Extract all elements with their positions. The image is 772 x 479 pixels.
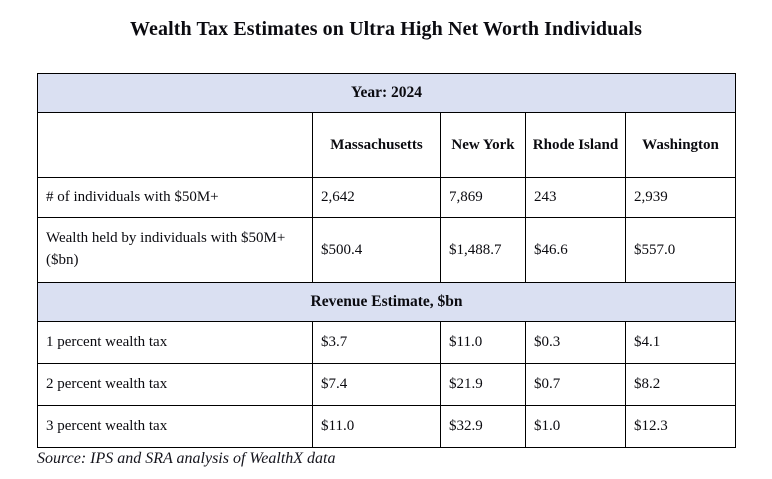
row-label-cell: # of individuals with $50M+ bbox=[37, 177, 313, 218]
row-label-cell: 2 percent wealth tax bbox=[37, 363, 313, 406]
value-cell: $21.9 bbox=[440, 363, 526, 406]
source-note: Source: IPS and SRA analysis of WealthX … bbox=[37, 450, 336, 467]
value-cell: 2,642 bbox=[312, 177, 441, 218]
table-row-individuals-count: # of individuals with $50M+ 2,642 7,869 … bbox=[37, 177, 737, 218]
table-row-wealth-held: Wealth held by individuals with $50M+ ($… bbox=[37, 217, 737, 283]
value-cell: $500.4 bbox=[312, 217, 441, 283]
revenue-band-row: Revenue Estimate, $bn bbox=[36, 282, 737, 322]
row-label-cell: 1 percent wealth tax bbox=[37, 321, 313, 364]
column-header-new-york: New York bbox=[440, 112, 526, 178]
value-cell: $1,488.7 bbox=[440, 217, 526, 283]
row-label-cell: 3 percent wealth tax bbox=[37, 405, 313, 448]
value-cell: 2,939 bbox=[624, 177, 737, 218]
empty-corner-cell bbox=[37, 112, 313, 178]
value-cell: $7.4 bbox=[312, 363, 441, 406]
value-cell: 243 bbox=[525, 177, 626, 218]
table-row-2-percent-tax: 2 percent wealth tax $7.4 $21.9 $0.7 $8.… bbox=[37, 363, 737, 406]
page-title: Wealth Tax Estimates on Ultra High Net W… bbox=[130, 18, 642, 40]
table-row-3-percent-tax: 3 percent wealth tax $11.0 $32.9 $1.0 $1… bbox=[37, 405, 737, 448]
value-cell: $46.6 bbox=[525, 217, 626, 283]
value-cell: $8.2 bbox=[624, 363, 737, 406]
value-cell: $11.0 bbox=[312, 405, 441, 448]
value-cell: $32.9 bbox=[440, 405, 526, 448]
table-row-1-percent-tax: 1 percent wealth tax $3.7 $11.0 $0.3 $4.… bbox=[37, 321, 737, 364]
column-header-rhode-island: Rhode Island bbox=[525, 112, 626, 178]
value-cell: $557.0 bbox=[624, 217, 737, 283]
value-cell: $0.7 bbox=[525, 363, 626, 406]
value-cell: $12.3 bbox=[624, 405, 737, 448]
column-header-washington: Washington bbox=[624, 112, 737, 178]
column-header-row: Massachusetts New York Rhode Island Wash… bbox=[37, 112, 737, 178]
value-cell: $0.3 bbox=[525, 321, 626, 364]
wealth-tax-table: Year: 2024 Massachusetts New York Rhode … bbox=[36, 73, 737, 448]
value-cell: $4.1 bbox=[624, 321, 737, 364]
revenue-band-label: Revenue Estimate, $bn bbox=[36, 282, 737, 322]
value-cell: $3.7 bbox=[312, 321, 441, 364]
row-label-cell: Wealth held by individuals with $50M+ ($… bbox=[37, 217, 313, 283]
column-header-massachusetts: Massachusetts bbox=[312, 112, 441, 178]
value-cell: $11.0 bbox=[440, 321, 526, 364]
year-band-label: Year: 2024 bbox=[36, 73, 737, 113]
value-cell: $1.0 bbox=[525, 405, 626, 448]
year-band-row: Year: 2024 bbox=[36, 73, 737, 113]
value-cell: 7,869 bbox=[440, 177, 526, 218]
